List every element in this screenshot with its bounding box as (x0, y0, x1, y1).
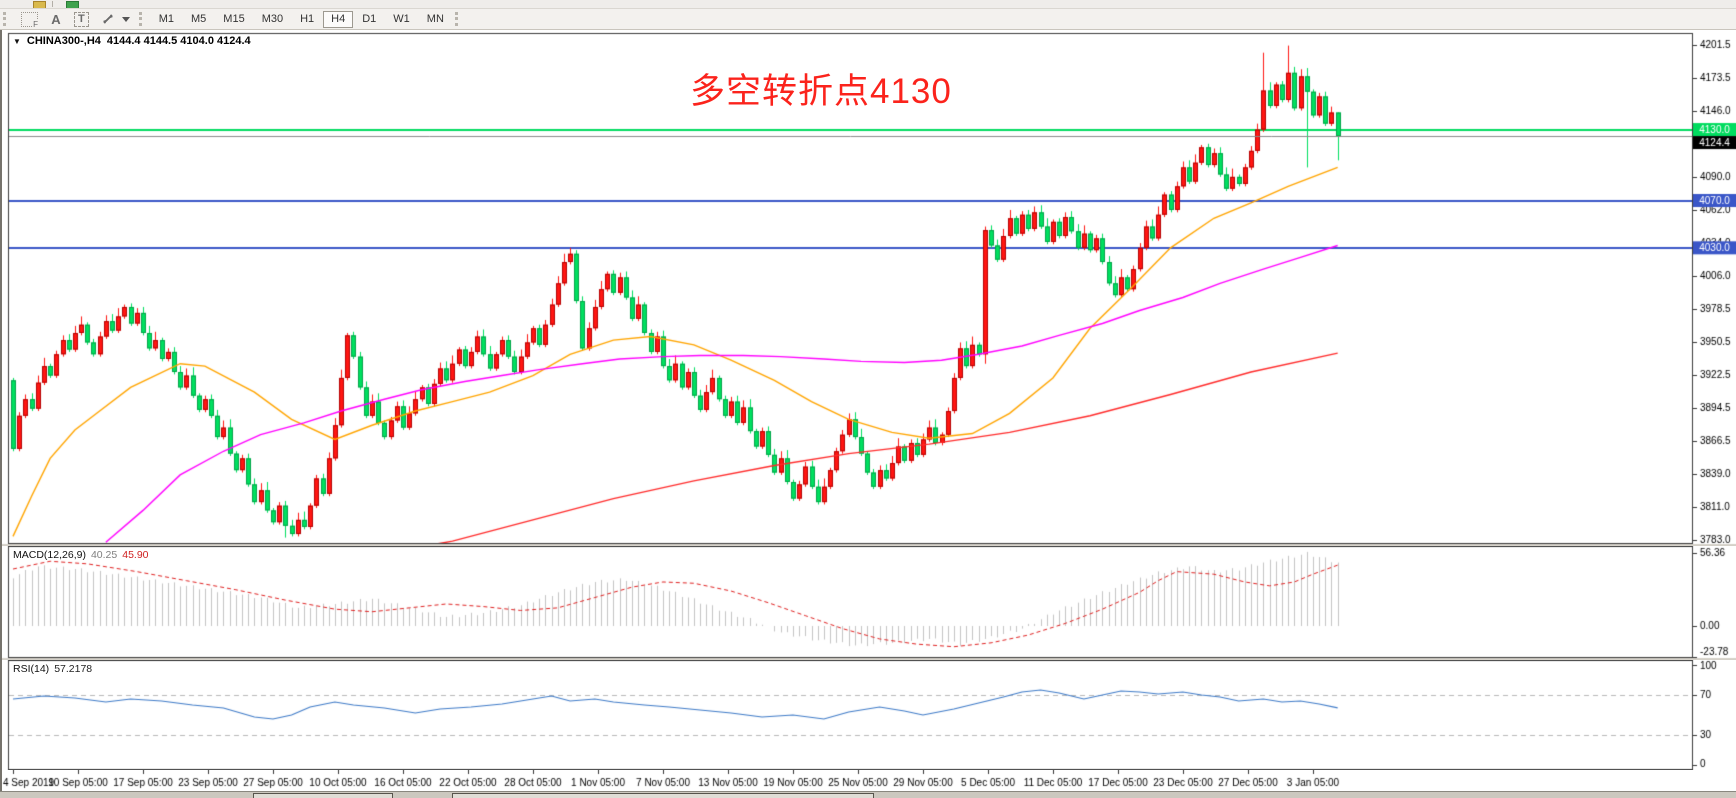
window-button-fragment[interactable] (253, 793, 393, 798)
text-label-icon[interactable]: A (44, 10, 68, 28)
rsi-label: RSI(14) 57.2178 (13, 663, 92, 675)
arrow-objects-icon[interactable] (95, 10, 121, 28)
toolbar-grip[interactable] (454, 12, 461, 26)
macd-signal-value: 45.90 (122, 549, 149, 561)
macd-main-value: 40.25 (90, 549, 118, 561)
rsi-indicator-pane[interactable] (0, 660, 1736, 770)
macd-label: MACD(12,26,9) 40.25 45.90 (13, 549, 149, 561)
arrows-icon (102, 14, 113, 24)
rsi-name: RSI(14) (13, 663, 50, 675)
rsi-value: 57.2178 (54, 663, 93, 675)
timeframe-button-group: M1 M5 M15 M30 H1 H4 D1 W1 MN (151, 10, 452, 28)
toolbar-grip[interactable] (138, 12, 145, 26)
chart-dropdown-icon[interactable]: ▼ (13, 36, 21, 46)
main-price-chart[interactable] (0, 30, 1736, 546)
timeframe-button-d1[interactable]: D1 (354, 11, 384, 28)
chart-title[interactable]: ▼ CHINA300-,H4 4144.4 4144.5 4104.0 4124… (13, 35, 251, 47)
window-button-fragment[interactable] (452, 793, 874, 798)
window-left-border (0, 30, 2, 791)
timeframe-button-h1[interactable]: H1 (292, 11, 322, 28)
timeframe-button-h4[interactable]: H4 (323, 10, 354, 28)
chart-toolbar: F A T M1 M5 M15 M30 H1 H4 D1 W1 MN (0, 9, 1736, 30)
time-axis (0, 770, 1736, 791)
timeframe-button-mn[interactable]: MN (419, 11, 452, 28)
ohlc-values: 4144.4 4144.5 4104.0 4124.4 (106, 35, 251, 47)
timeframe-button-m15[interactable]: M15 (215, 11, 252, 28)
taskbar-fragment (0, 791, 1736, 798)
crosshair-grid-icon[interactable]: F (15, 10, 44, 29)
cutoff-toolbar-icon[interactable] (66, 1, 79, 8)
timeframe-button-m30[interactable]: M30 (254, 11, 291, 28)
symbol-period-label: CHINA300-,H4 (26, 35, 101, 47)
text-box-icon[interactable]: T (68, 10, 95, 28)
timeframe-button-w1[interactable]: W1 (385, 11, 418, 28)
timeframe-button-m5[interactable]: M5 (183, 11, 214, 28)
toolbar-grip[interactable] (3, 12, 9, 26)
upper-toolbar-fragment (0, 0, 1736, 9)
toolbar-separator (52, 1, 53, 7)
grid-f-icon: F (21, 11, 38, 29)
timeframe-button-m1[interactable]: M1 (151, 11, 182, 28)
cutoff-toolbar-icon[interactable] (33, 1, 46, 8)
arrows-dropdown-caret[interactable] (121, 16, 130, 22)
macd-indicator-pane[interactable] (0, 546, 1736, 660)
macd-name: MACD(12,26,9) (13, 549, 86, 561)
chart-annotation-text: 多空转折点4130 (690, 72, 952, 111)
